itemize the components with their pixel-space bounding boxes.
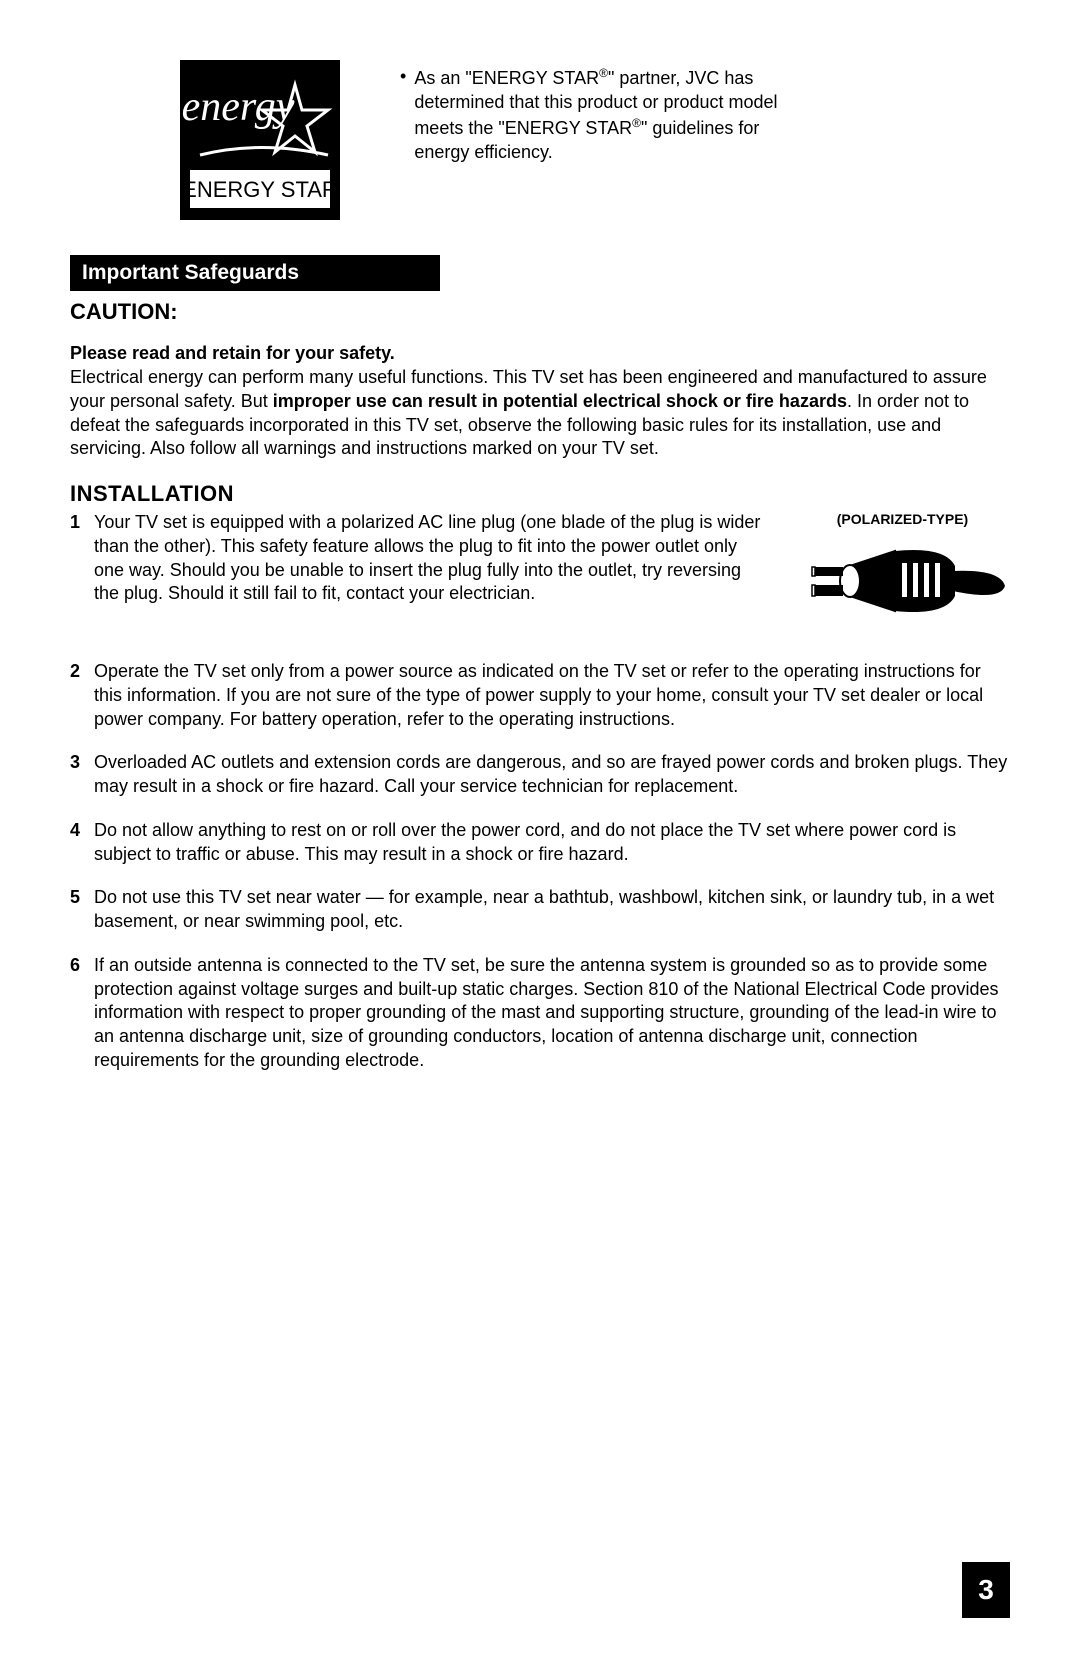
list-item: 2 Operate the TV set only from a power s… xyxy=(70,660,1010,731)
energy-star-bullet-item: • As an "ENERGY STAR®" partner, JVC has … xyxy=(400,60,784,225)
energy-star-section: energy ENERGY STAR • As an "ENERGY STAR®… xyxy=(180,60,1010,225)
list-item: 5 Do not use this TV set near water — fo… xyxy=(70,886,1010,934)
plug-figure: (POLARIZED-TYPE) xyxy=(795,511,1010,646)
caution-heading: CAUTION: xyxy=(70,299,1010,325)
page-number: 3 xyxy=(962,1562,1010,1618)
list-item: 6 If an outside antenna is connected to … xyxy=(70,954,1010,1073)
plug-icon xyxy=(800,531,1005,641)
installation-heading: INSTALLATION xyxy=(70,481,1010,507)
installation-row-1: 1 Your TV set is equipped with a polariz… xyxy=(70,511,1010,646)
list-item: 3 Overloaded AC outlets and extension co… xyxy=(70,751,1010,799)
section-header-safeguards: Important Safeguards xyxy=(70,255,440,291)
svg-text:ENERGY STAR: ENERGY STAR xyxy=(182,177,338,202)
energy-star-text: As an "ENERGY STAR®" partner, JVC has de… xyxy=(414,65,784,225)
energy-star-logo: energy ENERGY STAR xyxy=(180,60,340,225)
list-item: 4 Do not allow anything to rest on or ro… xyxy=(70,819,1010,867)
list-item: 1 Your TV set is equipped with a polariz… xyxy=(70,511,765,606)
safety-body: Electrical energy can perform many usefu… xyxy=(70,366,1010,461)
safety-subhead: Please read and retain for your safety. xyxy=(70,343,1010,364)
plug-label: (POLARIZED-TYPE) xyxy=(795,511,1010,527)
bullet-dot: • xyxy=(400,65,406,225)
